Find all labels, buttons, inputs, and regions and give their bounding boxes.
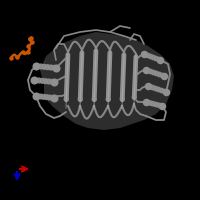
Ellipse shape bbox=[51, 95, 54, 100]
Ellipse shape bbox=[40, 78, 45, 83]
Ellipse shape bbox=[147, 84, 152, 89]
Ellipse shape bbox=[153, 86, 158, 91]
Polygon shape bbox=[40, 32, 174, 130]
Ellipse shape bbox=[50, 79, 55, 84]
Ellipse shape bbox=[42, 94, 45, 99]
Ellipse shape bbox=[143, 52, 147, 57]
Ellipse shape bbox=[157, 72, 162, 77]
Ellipse shape bbox=[159, 88, 164, 93]
Ellipse shape bbox=[39, 64, 43, 69]
Ellipse shape bbox=[160, 73, 165, 78]
Ellipse shape bbox=[148, 101, 152, 105]
Ellipse shape bbox=[47, 79, 51, 84]
Ellipse shape bbox=[37, 78, 41, 83]
Ellipse shape bbox=[156, 87, 161, 92]
Ellipse shape bbox=[154, 56, 158, 61]
Ellipse shape bbox=[162, 89, 167, 94]
Ellipse shape bbox=[42, 64, 47, 69]
Ellipse shape bbox=[154, 71, 159, 76]
Ellipse shape bbox=[148, 69, 153, 74]
Ellipse shape bbox=[49, 65, 53, 70]
Ellipse shape bbox=[149, 54, 153, 59]
Ellipse shape bbox=[157, 57, 161, 62]
Ellipse shape bbox=[45, 65, 50, 70]
Ellipse shape bbox=[48, 95, 51, 100]
Ellipse shape bbox=[45, 95, 48, 100]
Ellipse shape bbox=[146, 53, 150, 58]
Ellipse shape bbox=[39, 94, 42, 99]
Ellipse shape bbox=[159, 103, 162, 108]
Ellipse shape bbox=[35, 64, 40, 69]
Ellipse shape bbox=[150, 85, 155, 90]
Ellipse shape bbox=[151, 70, 156, 75]
Ellipse shape bbox=[145, 68, 150, 73]
Ellipse shape bbox=[151, 55, 155, 60]
Ellipse shape bbox=[154, 102, 157, 107]
Ellipse shape bbox=[156, 103, 160, 107]
Ellipse shape bbox=[43, 79, 48, 84]
Ellipse shape bbox=[52, 65, 57, 70]
Ellipse shape bbox=[146, 100, 149, 105]
Ellipse shape bbox=[151, 101, 154, 106]
Ellipse shape bbox=[33, 78, 38, 83]
Ellipse shape bbox=[36, 94, 39, 99]
